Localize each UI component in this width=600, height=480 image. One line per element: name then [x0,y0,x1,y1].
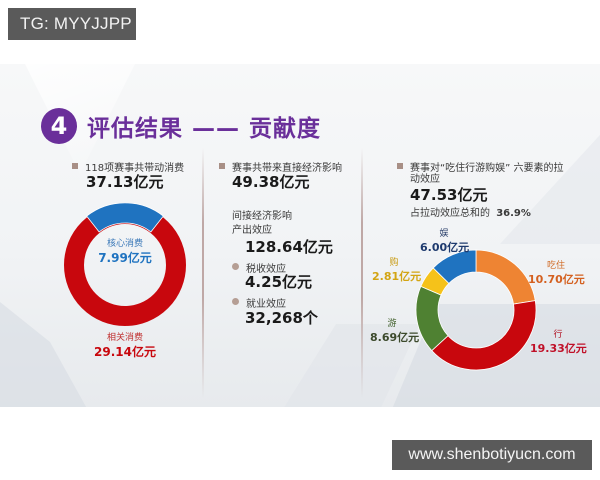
bullet-dot-icon [232,263,239,270]
consumption-donut-chart [64,203,186,326]
page-title: 评估结果 —— 贡献度 [87,116,322,142]
left-panel-label: 118项赛事共带动消费 [72,156,184,175]
column-divider [361,148,363,398]
bullet-dot-icon [232,298,239,305]
tour-label: 游 8.69亿元 [370,319,420,344]
six-elements-value: 47.53亿元 [410,186,488,204]
entertainment-label: 娱 6.00亿元 [420,229,470,254]
direct-impact-value: 49.38亿元 [232,173,310,191]
output-effect-value: 128.64亿元 [245,238,333,256]
bullet-square-icon [72,162,78,169]
bullet-square-icon [397,162,403,169]
employment-effect-label: 就业效应 [232,292,286,311]
donut-segment-entertainment [432,249,477,284]
watermark-top-tag: TG: MYYJJPP [8,8,136,40]
eat-stay-label: 吃住 10.70亿元 [528,261,585,286]
employment-effect-value: 32,268个 [245,309,318,327]
six-elements-share: 占拉动效应总和的 36.9% [410,208,531,219]
tax-effect-label: 税收效应 [232,257,286,276]
six-elements-label: 赛事对“吃住行游购娱” 六要素的拉 [397,156,564,175]
section-title: 4 评估结果 —— 贡献度 [41,106,321,146]
infographic-slide: 4 评估结果 —— 贡献度 118项赛事共带动消费 37.13亿元 核心消费 7… [0,64,600,407]
related-consumption-label: 相关消费 29.14亿元 [94,333,156,359]
six-elements-label-cont: 动效应 [410,174,440,185]
tax-effect-value: 4.25亿元 [245,273,313,291]
section-number-badge: 4 [41,108,77,144]
column-divider [202,148,204,398]
output-effect-label: 产出效应 [232,225,272,236]
six-elements-donut-chart [415,249,537,371]
shopping-label: 购 2.81亿元 [372,258,422,283]
core-consumption-label: 核心消费 7.99亿元 [98,239,152,265]
donut-segment-travel [431,300,537,371]
indirect-impact-heading: 间接经济影响 [232,211,292,222]
bullet-square-icon [219,162,225,169]
background-shape [500,124,600,244]
donut-segment-core [86,203,164,233]
watermark-bottom-url: www.shenbotiyucn.com [392,440,592,470]
travel-label: 行 19.33亿元 [530,330,587,355]
left-panel-value: 37.13亿元 [86,173,164,191]
donut-segment-eat-stay [475,249,536,305]
direct-impact-label: 赛事共带来直接经济影响 [219,156,342,175]
